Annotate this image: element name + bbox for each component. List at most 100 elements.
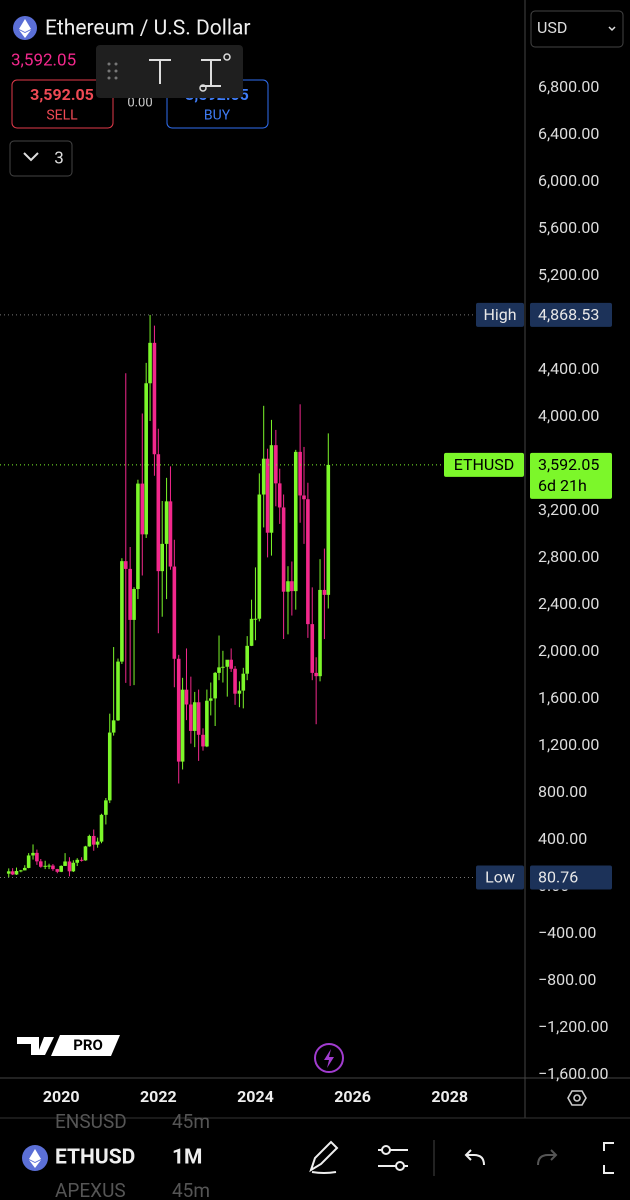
list-ghost: 45m [172, 1110, 210, 1133]
marker-value: 3,592.05 [538, 455, 599, 474]
marker-value-box [530, 302, 612, 327]
candle-body [107, 732, 112, 801]
candle-body [306, 499, 310, 625]
candle-body [261, 458, 266, 495]
x-tick-label: 2022 [140, 1087, 177, 1106]
candle-body [196, 702, 201, 735]
x-tick-label: 2028 [431, 1087, 468, 1106]
slider-knob [381, 1145, 391, 1155]
candle-body [91, 835, 96, 845]
candle-body [233, 668, 237, 694]
settings-icon [573, 1094, 581, 1102]
marker-name: ETHUSD [454, 455, 515, 474]
y-tick-label: 6,800.00 [538, 77, 599, 96]
candle-body [148, 342, 152, 384]
marker-tag [444, 452, 524, 477]
candle-body [140, 483, 145, 535]
candle-body [83, 846, 88, 861]
interval[interactable]: 1M [172, 1146, 202, 1170]
candle-body [144, 383, 148, 535]
drawing-toolbar [96, 45, 243, 98]
eth-glyph [29, 1149, 41, 1168]
settings-button[interactable] [567, 1090, 587, 1106]
candle-body [152, 342, 157, 455]
title: Ethereum / U.S. Dollar [45, 17, 251, 41]
candle-body [75, 859, 80, 863]
candle-body [249, 618, 254, 646]
countdown: 6d 21h [538, 476, 587, 495]
sell-button[interactable] [11, 79, 114, 129]
candle-body [286, 581, 290, 592]
undo-button[interactable] [464, 1149, 485, 1166]
candle-body [229, 659, 233, 669]
candle-body [47, 865, 51, 867]
candle-body [318, 589, 322, 677]
candle-body [22, 867, 27, 871]
candle-body [164, 501, 169, 544]
pro-label: PRO [73, 1036, 103, 1054]
sell-price: 3,592.05 [30, 85, 94, 104]
y-tick-label: −800.00 [538, 970, 596, 989]
chevron [608, 26, 616, 32]
anchor-dot [223, 53, 231, 61]
candle-body [201, 734, 205, 747]
candle-body [123, 561, 128, 569]
candle-body [136, 483, 140, 589]
redo-button[interactable] [537, 1149, 558, 1166]
text-tool[interactable] [149, 59, 171, 84]
candle-body [168, 501, 173, 567]
buy-label: BUY [204, 108, 231, 124]
last-price: 3,592.05 [11, 50, 76, 70]
slider-knob [395, 1161, 405, 1171]
sell-label: SELL [46, 108, 78, 124]
candle-body [225, 659, 230, 667]
candle-body [293, 451, 298, 592]
candle-body [290, 581, 294, 592]
marker-name: Low [485, 868, 515, 887]
draw-button[interactable] [309, 1140, 339, 1174]
anchor-dot [199, 84, 207, 92]
candle-body [63, 861, 67, 866]
marker-value: 4,868.53 [538, 305, 599, 324]
marker-value-box [530, 865, 612, 890]
currency-select[interactable] [530, 10, 624, 48]
candle-body [14, 870, 19, 875]
indicators-toggle[interactable] [9, 140, 73, 177]
candle-body [160, 543, 165, 572]
y-tick-label: 400.00 [538, 829, 587, 848]
y-tick-label: 2,400.00 [538, 594, 599, 613]
candle-body [184, 689, 189, 705]
eth-glyph [19, 19, 31, 38]
candle-body [208, 698, 213, 701]
candle-body [302, 495, 306, 500]
marker-tag [476, 302, 524, 327]
candle-body [10, 871, 15, 875]
symbol[interactable]: ETHUSD [55, 1146, 135, 1170]
candle-body [19, 870, 23, 872]
list-ghost: ENSUSD [55, 1110, 127, 1133]
candle-body [43, 865, 47, 867]
y-tick-label: 1,600.00 [538, 688, 599, 707]
candle-body [55, 869, 60, 872]
candle-body [172, 566, 177, 659]
candle-body [241, 673, 246, 691]
spread: 0.00 [127, 95, 152, 110]
currency: USD [537, 18, 567, 37]
list-ghost: 45m [172, 1179, 210, 1200]
candle-body [99, 814, 104, 842]
fullscreen-button[interactable] [603, 1142, 614, 1174]
candle-body [104, 800, 108, 815]
list-ghost: APEXUS [55, 1179, 126, 1200]
y-tick-label: 4,400.00 [538, 359, 599, 378]
indicators-count: 3 [54, 148, 64, 168]
lightning-button[interactable] [314, 1043, 344, 1073]
overlay: 6,800.00 6,400.00 6,000.00 5,600.00 5,200.00… [0, 77, 612, 1106]
marker-name: High [483, 305, 516, 324]
candle-body [213, 672, 217, 699]
candle-body [322, 589, 327, 595]
y-tick-label: −1,600.00 [538, 1064, 608, 1083]
tv-logo [17, 1037, 54, 1055]
candle-body [111, 720, 116, 733]
pro-badge [51, 1035, 120, 1056]
candle-body [298, 451, 302, 496]
